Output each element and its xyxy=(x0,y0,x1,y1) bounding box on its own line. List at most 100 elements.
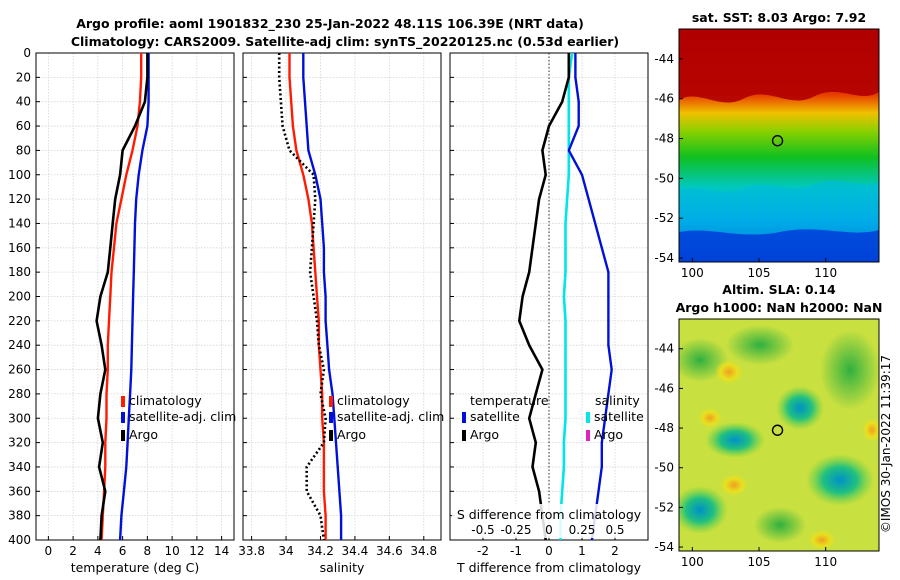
legend-argo-swatch xyxy=(329,430,333,441)
map-y-tick-label: -54 xyxy=(654,251,674,265)
sla-map: Altim. SLA: 0.14 Argo h1000: NaN h2000: … xyxy=(654,282,882,569)
s-difference-tick-label: 0.5 xyxy=(605,523,624,537)
series-line-argo xyxy=(277,53,327,541)
depth-tick-label: 300 xyxy=(8,411,31,425)
x-tick-label: 1 xyxy=(578,544,586,558)
x-tick-label: 2 xyxy=(69,544,77,558)
figure-title-line2: Climatology: CARS2009. Satellite-adj cli… xyxy=(71,34,619,50)
depth-tick-label: 260 xyxy=(8,363,31,377)
x-axis-label: salinity xyxy=(320,560,365,575)
imos-credit: ©IMOS 30-Jan-2022 11:39:17 xyxy=(879,355,893,533)
s-difference-axis-label: S difference from climatology xyxy=(457,507,642,522)
x-tick-label: 6 xyxy=(119,544,127,558)
s-difference-tick-label: -0.5 xyxy=(471,523,494,537)
map-y-tick-label: -46 xyxy=(654,381,674,395)
sst-argo-location-marker xyxy=(771,135,784,147)
x-tick-label: 34.2 xyxy=(307,544,334,558)
series-line-satellite-adj-clim xyxy=(302,53,343,540)
sst-map-title: sat. SST: 8.03 Argo: 7.92 xyxy=(692,10,866,25)
series-line-argo xyxy=(95,53,149,541)
sla-eddy-high xyxy=(715,360,743,384)
series-line-satellite-adj-clim xyxy=(118,53,150,541)
x-tick-label: 4 xyxy=(94,544,102,558)
depth-tick-label: 240 xyxy=(8,338,31,352)
temperature-panel: 0 2 4 6 8 10 12 14 temperature (deg C) climatolog… xyxy=(35,52,236,575)
s-difference-tick-label: -0.25 xyxy=(500,523,531,537)
legend-satellite-adj-clim-label: satellite-adj. clim xyxy=(129,409,236,424)
sst-map-frame xyxy=(678,28,880,263)
x-tick-label: 0 xyxy=(45,544,53,558)
salinity-panel: 33.8 34 34.2 34.4 34.6 34.8 salinity climatolog… xyxy=(238,52,444,575)
x-tick-label: 14 xyxy=(214,544,229,558)
x-tick-label: 34.4 xyxy=(342,544,369,558)
map-y-tick-label: -50 xyxy=(654,461,674,475)
x-tick-label: 34.8 xyxy=(410,544,437,558)
depth-tick-label: 280 xyxy=(8,387,31,401)
depth-tick-label: 120 xyxy=(8,192,31,206)
map-y-tick-label: -46 xyxy=(654,92,674,106)
map-x-tick-label: 105 xyxy=(748,266,771,280)
sla-eddy xyxy=(726,325,794,365)
x-tick-label: 2 xyxy=(611,544,619,558)
legend-temperature-argo-label: Argo xyxy=(470,427,499,442)
depth-tick-label: 200 xyxy=(8,290,31,304)
x-tick-label: 10 xyxy=(164,544,179,558)
legend-temperature-heading: temperature xyxy=(470,393,549,408)
sla-eddy-low xyxy=(776,386,824,430)
depth-tick-label: 0 xyxy=(23,46,31,60)
legend-argo-swatch xyxy=(121,430,125,441)
depth-tick-label: 20 xyxy=(16,70,31,84)
legend-temperature-satellite-label: satellite xyxy=(470,409,520,424)
map-y-tick-label: -52 xyxy=(654,211,674,225)
map-y-tick-label: -44 xyxy=(654,342,674,356)
map-x-tick-label: 110 xyxy=(814,555,837,569)
legend-climatology-label: climatology xyxy=(337,393,410,408)
map-x-tick-label: 100 xyxy=(681,555,704,569)
x-tick-label: -2 xyxy=(477,544,489,558)
sla-eddy xyxy=(820,330,879,410)
map-x-tick-label: 105 xyxy=(748,555,771,569)
legend-climatology-label: climatology xyxy=(129,393,202,408)
x-tick-label: -1 xyxy=(510,544,522,558)
sst-map-axes: -44 -46 -48 -50 -52 -54 100 105 110 xyxy=(654,52,837,280)
legend-salinity-satellite-label: satellite xyxy=(594,409,644,424)
x-tick-label: 12 xyxy=(189,544,204,558)
sla-eddy-high xyxy=(862,418,879,442)
sla-eddy-high xyxy=(720,474,748,496)
depth-tick-label: 220 xyxy=(8,314,31,328)
figure-title-line1: Argo profile: aoml 1901832_230 25-Jan-20… xyxy=(76,16,584,32)
depth-tick-label: 320 xyxy=(8,436,31,450)
s-axis-background xyxy=(452,504,647,538)
s-difference-tick-label: 0.25 xyxy=(569,523,596,537)
legend-argo-label: Argo xyxy=(129,427,158,442)
legend-salinity-argo-label: Argo xyxy=(594,427,623,442)
map-y-tick-label: -48 xyxy=(654,132,674,146)
legend-climatology-swatch xyxy=(329,396,333,407)
depth-tick-label: 180 xyxy=(8,265,31,279)
x-axis-label: T difference from climatology xyxy=(456,560,642,575)
x-tick-label: 0 xyxy=(545,544,553,558)
legend-temperature-satellite-swatch xyxy=(462,412,466,423)
sla-eddy-high xyxy=(808,530,836,550)
sla-eddy-low xyxy=(806,454,874,506)
series-line-climatology xyxy=(288,53,327,540)
depth-tick-label: 380 xyxy=(8,509,31,523)
legend-satellite-adj-clim-swatch xyxy=(121,412,125,423)
legend-temperature-argo-swatch xyxy=(462,430,466,441)
x-tick-label: 34 xyxy=(278,544,293,558)
map-y-tick-label: -48 xyxy=(654,421,674,435)
map-x-tick-label: 100 xyxy=(681,266,704,280)
legend-satellite-adj-clim-label: satellite-adj. clim xyxy=(337,409,444,424)
depth-tick-label: 80 xyxy=(16,143,31,157)
x-tick-label: 33.8 xyxy=(238,544,265,558)
depth-tick-label: 160 xyxy=(8,241,31,255)
legend-salinity-heading: salinity xyxy=(595,393,640,408)
sla-eddy-low xyxy=(679,486,728,534)
series-line-temperature-satellite xyxy=(567,53,613,541)
depth-tick-label: 140 xyxy=(8,216,31,230)
sla-map-title-line2: Argo h1000: NaN h2000: NaN xyxy=(676,300,883,315)
depth-tick-label: 60 xyxy=(16,119,31,133)
map-y-tick-label: -54 xyxy=(654,540,674,554)
sla-argo-location-marker xyxy=(771,424,784,436)
